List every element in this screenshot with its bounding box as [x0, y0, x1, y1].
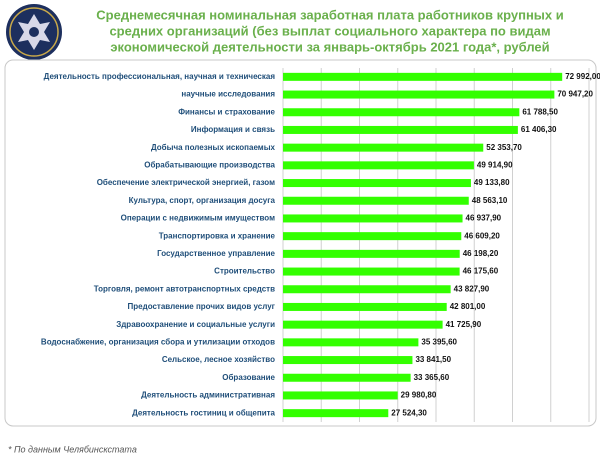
bar	[283, 143, 484, 152]
category-label: Предоставление прочих видов услуг	[128, 302, 276, 311]
category-label: Финансы и страхование	[178, 107, 275, 116]
bar	[283, 90, 555, 99]
category-label: Обеспечение электрической энергией, газо…	[97, 178, 275, 187]
category-label: Деятельность профессиональная, научная и…	[44, 72, 276, 81]
category-label: Здравоохранение и социальные услуги	[116, 320, 275, 329]
category-label: Водоснабжение, организация сбора и утили…	[41, 337, 275, 346]
bar	[283, 232, 462, 241]
bar	[283, 196, 469, 205]
bar	[283, 108, 520, 117]
footnote: * По данным Челябинскстата	[8, 444, 137, 454]
category-label: Транспортировка и хранение	[159, 231, 276, 240]
category-label: Деятельность административная	[141, 391, 275, 400]
category-label: Строительство	[214, 267, 275, 276]
value-label: 46 175,60	[463, 267, 499, 276]
bar	[283, 285, 451, 294]
bar	[283, 302, 447, 311]
bar	[283, 72, 563, 81]
value-label: 48 563,10	[472, 196, 508, 205]
value-label: 46 609,20	[464, 231, 500, 240]
value-label: 49 914,90	[477, 160, 513, 169]
bar	[283, 249, 460, 258]
value-label: 72 992,00	[565, 72, 600, 81]
value-label: 41 725,90	[446, 320, 482, 329]
value-label: 52 353,70	[486, 143, 522, 152]
category-label: Государственное управление	[157, 249, 275, 258]
logo	[6, 4, 62, 60]
chart-title: экономической деятельности за январь-окт…	[110, 39, 549, 54]
value-label: 33 841,50	[415, 355, 451, 364]
chart-frame	[4, 59, 597, 427]
bar	[283, 356, 413, 365]
value-label: 42 801,00	[450, 302, 486, 311]
bar	[283, 179, 471, 188]
value-label: 46 198,20	[463, 249, 499, 258]
value-label: 61 788,50	[522, 107, 558, 116]
bar	[283, 267, 460, 276]
value-label: 46 937,90	[466, 214, 502, 223]
category-label: Культура, спорт, организация досуга	[129, 196, 276, 205]
value-label: 35 395,60	[421, 337, 457, 346]
bar	[283, 391, 398, 400]
bar	[283, 214, 463, 223]
value-label: 33 365,60	[414, 373, 450, 382]
category-label: Обрабатывающие производства	[144, 160, 275, 169]
bar	[283, 320, 443, 329]
value-label: 43 827,90	[454, 284, 490, 293]
category-label: Образование	[222, 373, 275, 382]
bar	[283, 373, 411, 382]
category-label: Торговля, ремонт автотранспортных средст…	[94, 284, 275, 293]
category-label: Информация и связь	[191, 125, 275, 134]
category-label: Операции с недвижимым имуществом	[121, 214, 275, 223]
value-label: 29 980,80	[401, 391, 437, 400]
value-label: 70 947,20	[557, 90, 593, 99]
value-label: 61 406,30	[521, 125, 557, 134]
category-label: Сельское, лесное хозяйство	[162, 355, 275, 364]
bar	[283, 161, 474, 170]
value-label: 27 524,30	[391, 408, 427, 417]
chart-title: средних организаций (без выплат социальн…	[109, 23, 550, 38]
value-label: 49 133,80	[474, 178, 510, 187]
bar	[283, 338, 419, 347]
category-label: Добыча полезных ископаемых	[151, 143, 276, 152]
category-label: Деятельность гостиниц и общепита	[132, 408, 275, 417]
category-label: научные исследования	[181, 90, 275, 99]
bar	[283, 125, 518, 134]
chart-title: Среднемесячная номинальная заработная пл…	[96, 7, 563, 22]
bar	[283, 409, 389, 418]
